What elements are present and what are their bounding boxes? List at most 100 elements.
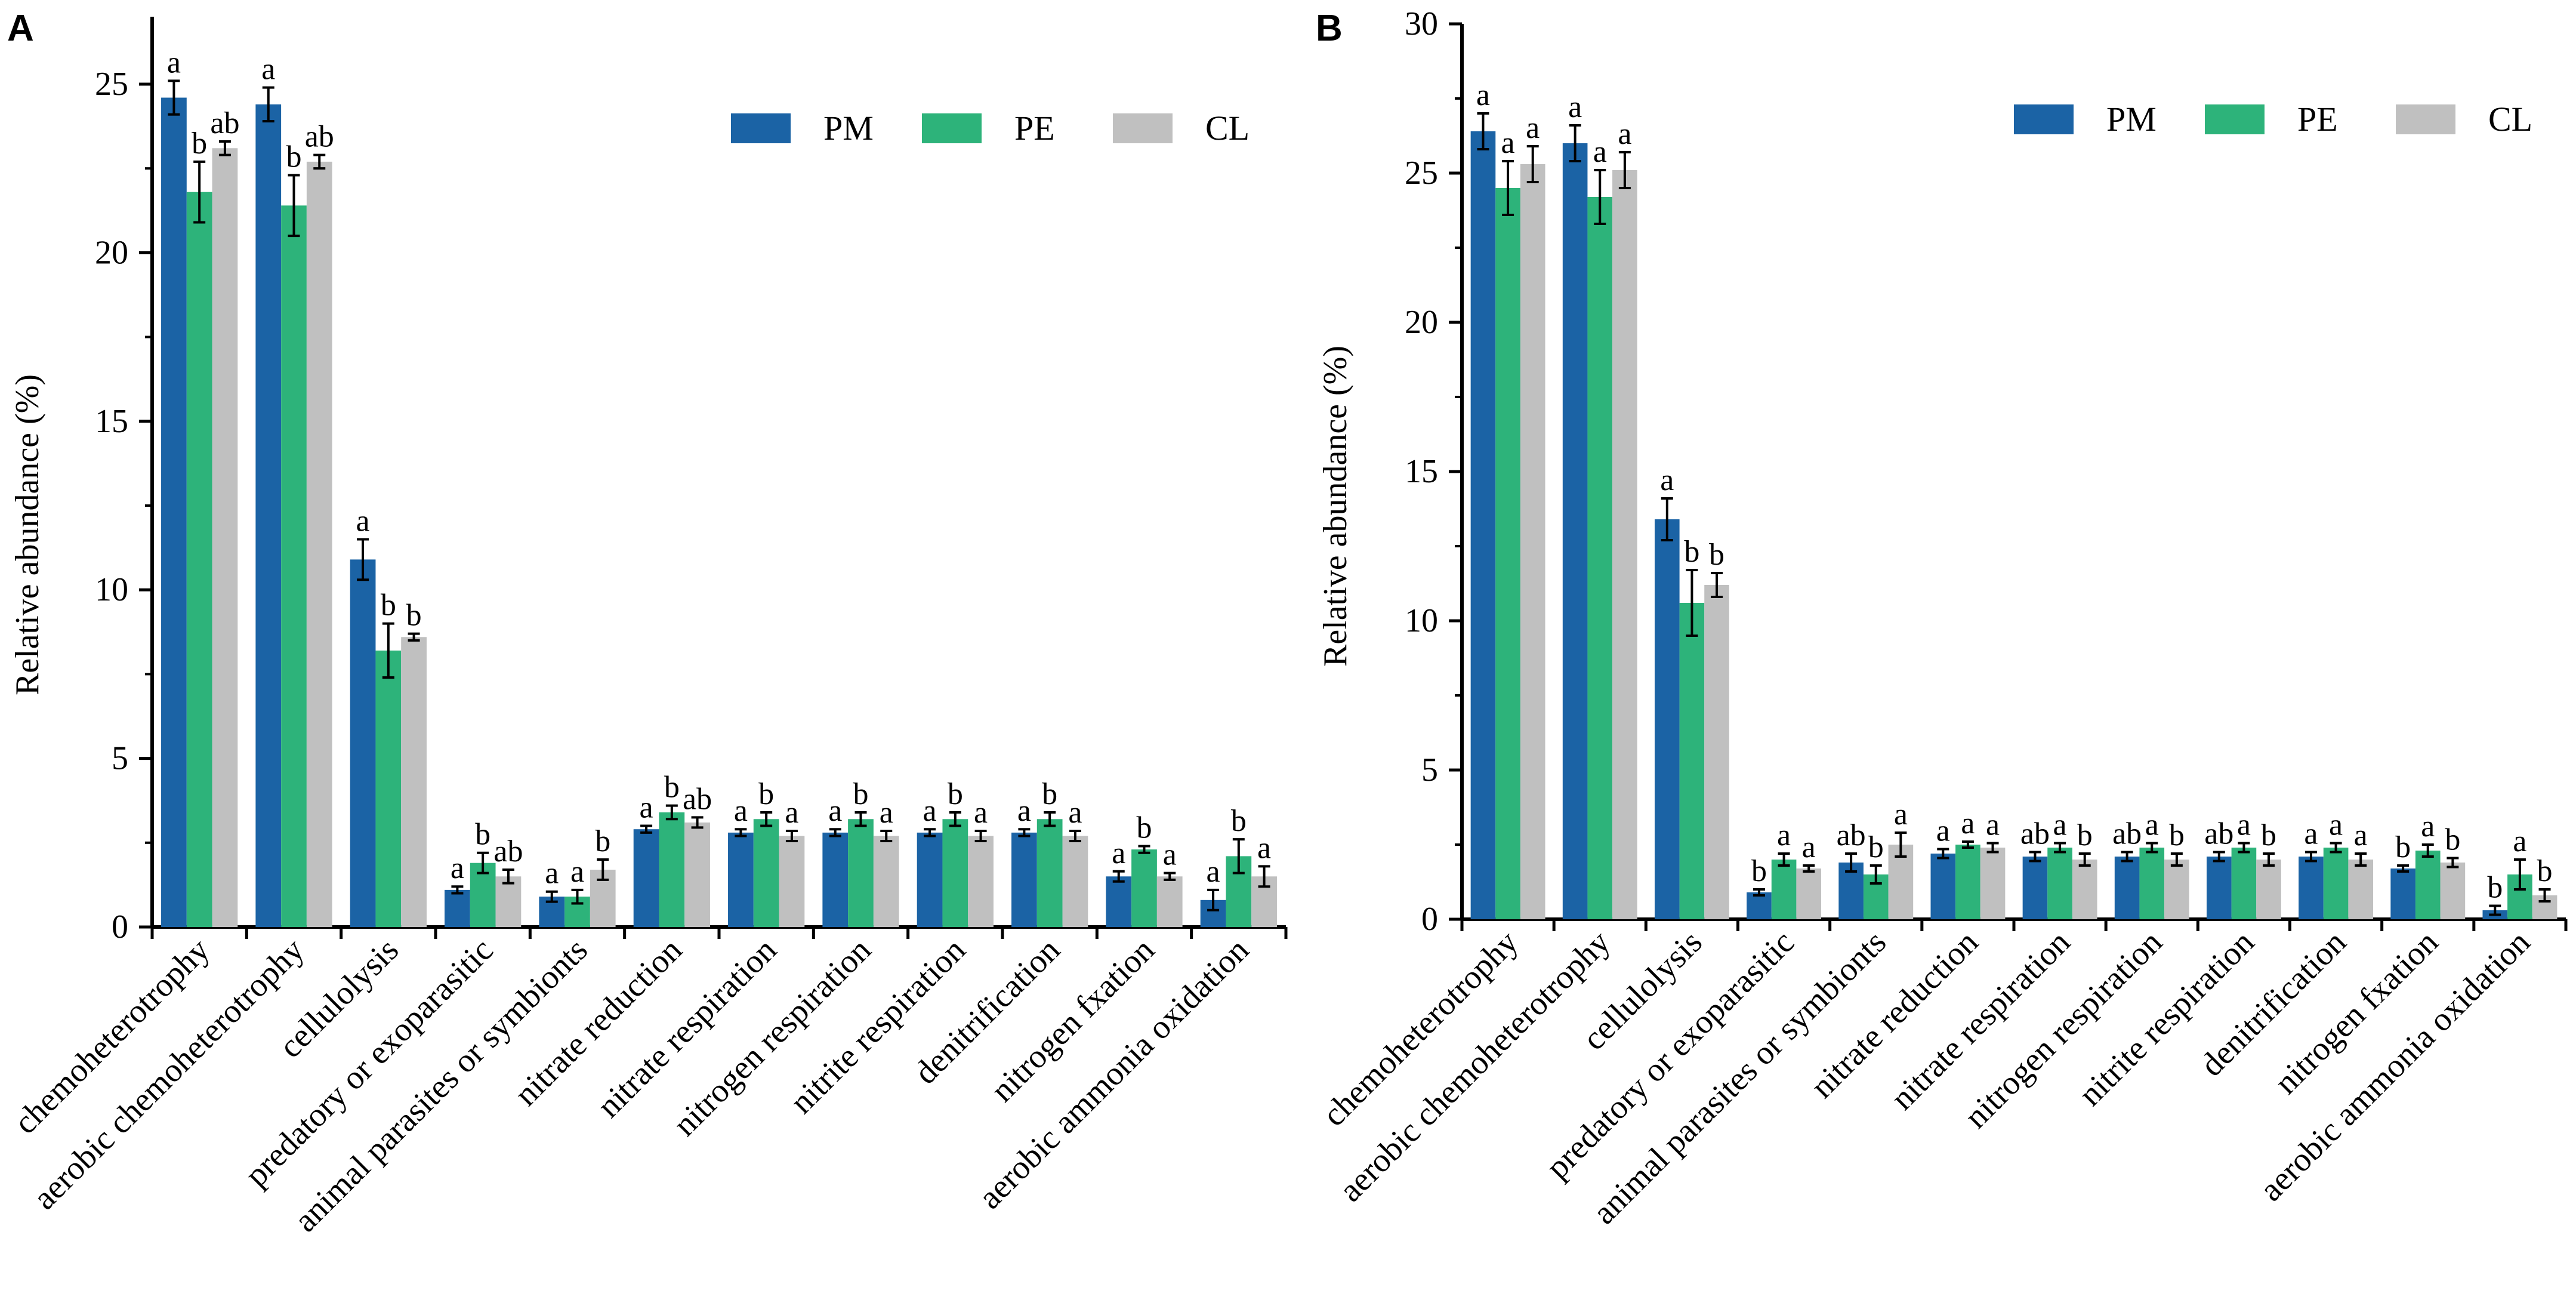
bar-b-pe-6 (2047, 848, 2072, 919)
sig-letter-b-pm-3: b (1751, 854, 1767, 888)
bar-b-cl-8 (2256, 860, 2281, 919)
sig-letter-a-cl-1: ab (305, 120, 334, 154)
bar-a-pm-10 (1106, 876, 1132, 927)
legend-label-b-cl: CL (2488, 100, 2532, 138)
y-tick-label-b-4: 20 (1405, 304, 1438, 341)
sig-letter-a-pe-8: b (948, 777, 963, 811)
sig-letter-a-cl-5: ab (683, 782, 712, 816)
y-tick-label-a-0: 0 (112, 908, 128, 945)
bar-a-pe-0 (186, 192, 212, 927)
panel-label-a: A (7, 8, 34, 49)
sig-letter-b-cl-2: b (1709, 538, 1724, 572)
sig-letter-b-pe-9: a (2329, 808, 2343, 842)
bar-a-pe-2 (375, 650, 402, 927)
sig-letter-a-cl-11: a (1257, 831, 1271, 865)
bar-b-pe-3 (1771, 860, 1797, 919)
sig-letter-b-cl-3: a (1802, 830, 1816, 864)
sig-letter-b-pm-9: a (2304, 817, 2318, 851)
sig-letter-a-cl-6: a (785, 796, 798, 830)
sig-letter-b-pe-5: a (1961, 806, 1975, 840)
sig-letter-b-pe-11: a (2513, 824, 2526, 858)
sig-letter-a-pe-4: a (570, 855, 584, 889)
legend-swatch-a-pe (922, 113, 982, 143)
bar-a-cl-9 (1062, 836, 1088, 927)
bar-a-pm-9 (1011, 832, 1037, 927)
bar-a-pm-2 (350, 559, 376, 927)
bar-b-pe-2 (1679, 603, 1705, 919)
bar-b-pm-0 (1470, 131, 1496, 919)
sig-letter-b-pm-2: a (1660, 463, 1674, 497)
sig-letter-a-pm-8: a (923, 794, 937, 828)
bar-a-cl-7 (873, 836, 899, 927)
legend-label-a-pm: PM (823, 109, 874, 147)
bar-a-pe-8 (942, 819, 968, 927)
sig-letter-b-pe-2: b (1684, 535, 1699, 569)
y-tick-label-b-6: 30 (1405, 5, 1438, 42)
sig-letter-a-pe-3: b (475, 818, 490, 852)
legend-label-a-pe: PE (1014, 109, 1055, 147)
sig-letter-b-cl-6: b (2077, 818, 2093, 852)
bar-b-cl-3 (1796, 868, 1822, 919)
sig-letter-a-pm-3: a (451, 851, 464, 885)
bar-b-pm-9 (2299, 857, 2324, 919)
sig-letter-b-pm-10: b (2395, 830, 2411, 864)
y-tick-label-a-5: 25 (95, 66, 128, 103)
sig-letter-b-cl-1: a (1618, 117, 1631, 151)
sig-letter-a-cl-2: b (406, 599, 422, 633)
bar-a-pe-7 (848, 819, 874, 927)
bar-b-pm-2 (1654, 519, 1680, 919)
bar-a-cl-2 (401, 637, 427, 927)
sig-letter-a-cl-3: ab (493, 834, 523, 868)
bar-b-pe-10 (2415, 851, 2441, 919)
sig-letter-b-cl-4: a (1894, 797, 1908, 831)
bar-a-pe-10 (1131, 849, 1157, 927)
sig-letter-a-pe-9: b (1042, 777, 1057, 811)
sig-letter-b-cl-0: a (1526, 111, 1540, 145)
y-tick-label-b-3: 15 (1405, 453, 1438, 490)
legend-swatch-a-cl (1113, 113, 1173, 143)
bar-a-pm-6 (728, 832, 754, 927)
bar-b-cl-7 (2164, 860, 2189, 919)
sig-letter-a-pm-6: a (734, 794, 748, 828)
y-tick-label-a-3: 15 (95, 403, 128, 440)
bar-b-pm-1 (1562, 143, 1588, 919)
sig-letter-a-pe-1: b (286, 140, 302, 174)
bar-b-pm-6 (2022, 857, 2048, 919)
bar-b-cl-5 (1980, 848, 2006, 919)
sig-letter-b-pm-6: ab (2020, 817, 2050, 851)
sig-letter-a-pm-10: a (1112, 836, 1125, 870)
sig-letter-a-pe-0: b (192, 127, 207, 161)
bar-b-pe-9 (2323, 848, 2349, 919)
bar-a-pm-7 (822, 832, 849, 927)
bar-a-pm-0 (161, 97, 187, 928)
sig-letter-a-cl-10: a (1163, 838, 1177, 872)
sig-letter-a-cl-7: a (880, 796, 893, 830)
legend-swatch-b-pm (2014, 104, 2074, 134)
sig-letter-a-pe-2: b (381, 589, 396, 623)
bar-b-pm-7 (2114, 857, 2140, 919)
sig-letter-b-pm-5: a (1936, 814, 1950, 848)
legend-label-b-pe: PE (2297, 100, 2338, 138)
sig-letter-b-pe-3: a (1777, 818, 1791, 852)
bar-a-pm-3 (445, 889, 470, 927)
legend-swatch-b-pe (2205, 104, 2265, 134)
bar-a-cl-5 (684, 822, 710, 927)
sig-letter-b-cl-7: b (2169, 818, 2185, 852)
sig-letter-a-cl-9: a (1068, 796, 1082, 830)
sig-letter-b-pe-7: a (2145, 808, 2159, 842)
bar-b-cl-10 (2440, 863, 2466, 919)
sig-letter-b-pm-0: a (1476, 78, 1490, 112)
sig-letter-a-cl-4: b (595, 824, 610, 858)
sig-letter-a-cl-0: ab (210, 106, 239, 140)
bar-b-pm-10 (2390, 868, 2415, 919)
sig-letter-a-pe-7: b (853, 777, 869, 811)
legend-label-a-cl: CL (1205, 109, 1250, 147)
bar-a-pe-6 (753, 819, 779, 927)
category-label-a-5: nitrate reduction (508, 931, 689, 1113)
sig-letter-a-pe-11: b (1231, 804, 1247, 838)
bar-a-pe-5 (659, 812, 685, 927)
bar-b-pe-8 (2231, 848, 2257, 919)
sig-letter-b-pm-7: ab (2112, 817, 2142, 851)
